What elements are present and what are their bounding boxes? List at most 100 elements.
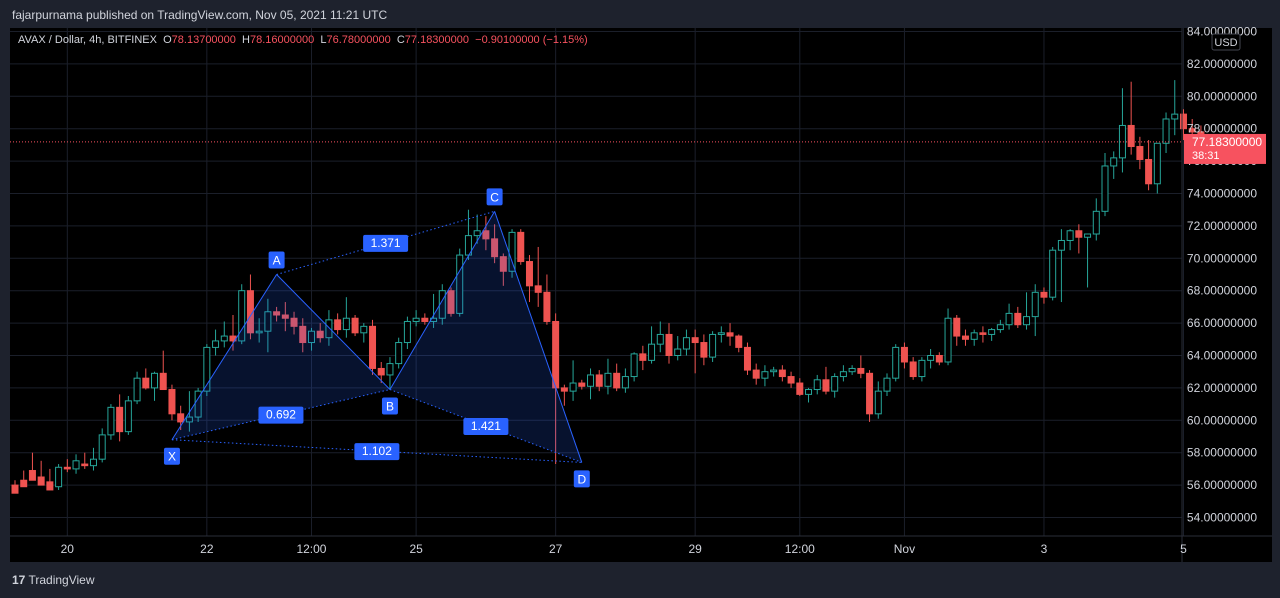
y-tick-13: 58.00000000 bbox=[1187, 446, 1257, 460]
ratio-label-XD: 1.102 bbox=[362, 444, 392, 458]
y-tick-9: 66.00000000 bbox=[1187, 316, 1257, 330]
candle-body-32 bbox=[290, 317, 298, 327]
candle-body-37 bbox=[334, 319, 342, 331]
candle-body-112 bbox=[988, 329, 996, 335]
pattern-fill-xab bbox=[171, 274, 390, 440]
candle-body-123 bbox=[1084, 233, 1092, 238]
open-value: 78.13700000 bbox=[171, 34, 236, 46]
candle-body-105 bbox=[927, 355, 935, 361]
y-tick-7: 70.00000000 bbox=[1187, 251, 1257, 265]
candle-body-5 bbox=[55, 466, 63, 488]
candle-body-41 bbox=[369, 325, 377, 369]
candle-body-96 bbox=[848, 367, 856, 373]
candle-body-73 bbox=[648, 343, 656, 361]
candle-body-28 bbox=[255, 330, 263, 334]
candle-body-56 bbox=[499, 256, 507, 272]
candle-body-122 bbox=[1075, 230, 1083, 238]
y-tick-6: 72.00000000 bbox=[1187, 219, 1257, 233]
candle-body-44 bbox=[395, 342, 403, 365]
high-value: 78.16000000 bbox=[249, 34, 315, 46]
candle-body-22 bbox=[203, 346, 211, 392]
ratio-line-XB bbox=[171, 389, 391, 441]
candle-body-59 bbox=[525, 261, 533, 287]
low-value: 76.78000000 bbox=[326, 34, 391, 46]
open-label: O bbox=[163, 34, 172, 46]
candle-body-126 bbox=[1110, 157, 1118, 167]
candle-body-50 bbox=[447, 290, 455, 314]
candle-body-26 bbox=[238, 290, 246, 342]
ratio-label-BD: 1.421 bbox=[471, 419, 501, 433]
point-box-C bbox=[486, 188, 503, 206]
candle-body-13 bbox=[124, 400, 132, 433]
ratio-box-BD bbox=[463, 417, 509, 435]
chart-legend: AVAX / Dollar, 4h, BITFINEX O78.13700000… bbox=[18, 34, 588, 46]
candle-body-115 bbox=[1014, 312, 1022, 326]
tradingview-logo[interactable]: 17 TradingView bbox=[12, 573, 95, 587]
candle-body-107 bbox=[944, 317, 952, 363]
tv-icon: 17 bbox=[12, 573, 26, 587]
pattern-fill-bcd bbox=[389, 211, 582, 463]
point-box-X bbox=[163, 447, 180, 465]
currency-label: USD bbox=[1214, 37, 1237, 49]
y-tick-5: 74.00000000 bbox=[1187, 187, 1257, 201]
candle-body-85 bbox=[752, 369, 760, 379]
price-axis: 84.0000000082.0000000080.0000000078.0000… bbox=[1181, 25, 1266, 562]
candle-body-87 bbox=[770, 369, 778, 373]
publisher-text: fajarpurnama published on TradingView.co… bbox=[12, 8, 388, 22]
candle-body-7 bbox=[72, 460, 80, 470]
candle-body-88 bbox=[778, 369, 786, 378]
pattern-leg-CD bbox=[494, 211, 583, 463]
candle-body-113 bbox=[996, 324, 1004, 331]
candle-body-40 bbox=[360, 325, 368, 334]
candle-body-76 bbox=[674, 348, 682, 356]
candle-body-67 bbox=[595, 374, 603, 387]
candle-body-100 bbox=[883, 377, 891, 392]
candle-body-70 bbox=[621, 376, 629, 389]
candle-body-93 bbox=[822, 379, 830, 392]
candle-body-6 bbox=[63, 466, 71, 470]
candle-body-77 bbox=[682, 337, 690, 350]
point-box-A bbox=[268, 251, 285, 269]
candle-body-116 bbox=[1023, 316, 1031, 326]
candle-body-31 bbox=[281, 314, 289, 319]
candle-body-125 bbox=[1101, 165, 1109, 212]
candle-body-16 bbox=[151, 372, 159, 389]
candle-body-75 bbox=[665, 333, 673, 357]
point-label-D: D bbox=[577, 472, 586, 486]
candle-body-131 bbox=[1153, 142, 1161, 185]
candle-body-46 bbox=[412, 317, 420, 322]
point-box-B bbox=[381, 397, 398, 415]
candle-body-12 bbox=[116, 406, 124, 433]
candle-body-61 bbox=[543, 291, 551, 322]
candle-body-92 bbox=[813, 379, 821, 391]
candle-body-62 bbox=[552, 320, 560, 389]
candle-body-101 bbox=[892, 346, 900, 379]
candle-body-43 bbox=[386, 363, 394, 376]
candle-body-3 bbox=[37, 476, 45, 486]
candle-body-8 bbox=[81, 463, 89, 467]
ratio-box-XB bbox=[258, 406, 304, 424]
x-tick-4: 27 bbox=[549, 542, 563, 556]
x-tick-7: Nov bbox=[894, 542, 915, 556]
candle-body-19 bbox=[177, 413, 185, 423]
candle-body-102 bbox=[900, 346, 908, 363]
change-value: −0.90100000 (−1.15%) bbox=[475, 34, 588, 46]
ratio-box-XD bbox=[354, 443, 400, 461]
candle-body-124 bbox=[1092, 210, 1100, 235]
point-label-C: C bbox=[490, 190, 499, 204]
candle-body-29 bbox=[264, 311, 272, 332]
candle-body-81 bbox=[717, 332, 725, 335]
ratio-label-AC: 1.371 bbox=[371, 236, 401, 250]
candle-body-118 bbox=[1040, 291, 1048, 298]
close-label: C bbox=[396, 34, 405, 46]
candle-body-127 bbox=[1118, 124, 1126, 159]
candle-body-129 bbox=[1136, 146, 1144, 160]
y-tick-11: 62.00000000 bbox=[1187, 381, 1257, 395]
candle-body-24 bbox=[220, 335, 228, 342]
candle-body-133 bbox=[1171, 113, 1179, 120]
candle-body-36 bbox=[325, 319, 333, 339]
candle-body-120 bbox=[1057, 239, 1065, 251]
candle-body-119 bbox=[1049, 249, 1057, 298]
candle-body-95 bbox=[839, 371, 847, 378]
